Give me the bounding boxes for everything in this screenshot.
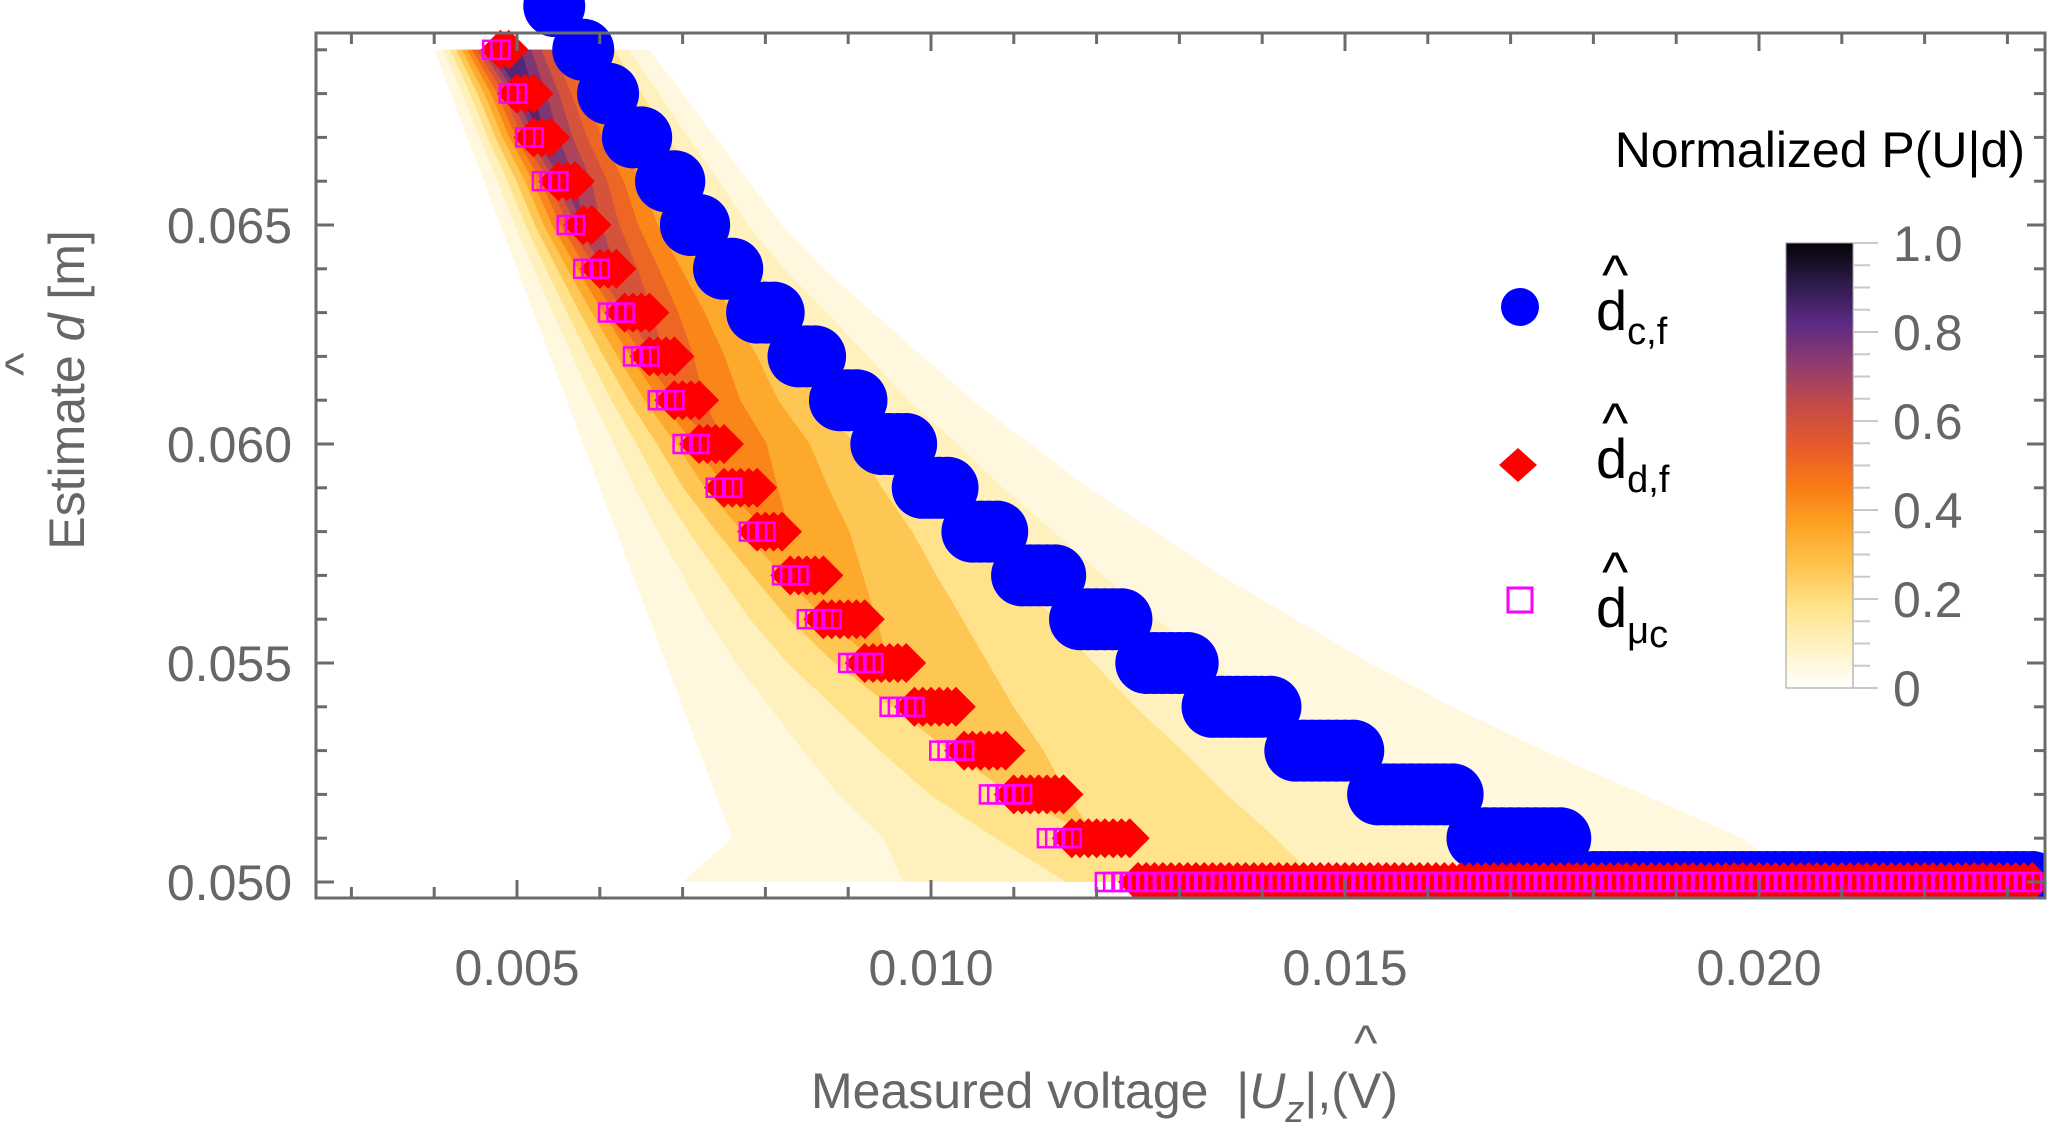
y-axis-label: Estimate d [m] ^ [0,230,95,550]
legend: dc,f ^ dd,f ^ dμc ^ [1499,243,1670,656]
y-axis-ticks [316,48,2045,884]
data-point-square [1061,827,1083,849]
colorbar-tick-label: 0 [1893,661,1921,717]
data-point-square [788,565,809,586]
data-point-diamond [1109,818,1150,859]
legend-circle-marker-icon [1501,288,1539,326]
y-axis-label-symbol: d [39,311,95,341]
series-circle [523,0,2045,898]
colorbar-gradient [1785,242,1854,689]
data-point-square [506,83,528,104]
data-point-circle [1529,807,1592,870]
svg-text:dμc: dμc [1596,576,1668,656]
legend-label-sub: c,f [1627,311,1668,353]
colorbar-tick-label: 0.6 [1893,394,1963,450]
legend-label-sub: μ [1627,610,1649,652]
colorbar-ticks [1853,242,1878,689]
x-axis-label-subscript: z [1284,1089,1304,1131]
x-axis-label-symbol: U [1249,1063,1286,1119]
x-axis-label-prefix: Measured voltage | [811,1063,1249,1119]
svg-text:dd,f: dd,f [1596,427,1670,501]
y-axis-label-hat: ^ [0,352,51,376]
x-tick-labels: 0.005 0.010 0.015 0.020 [454,940,1821,996]
data-point-square [953,740,975,761]
svg-text:dc,f: dc,f [1596,279,1668,353]
legend-hat-icon: ^ [1602,391,1628,454]
x-tick-label: 0.015 [1282,940,1407,996]
data-point-square [589,258,611,280]
y-tick-label: 0.060 [167,417,292,473]
legend-label-main: d [1596,576,1627,639]
data-point-diamond [803,555,844,596]
y-tick-label: 0.050 [167,855,292,911]
data-point-diamond [886,643,927,683]
data-point-square [614,302,635,323]
x-axis-label-suffix: |,(V) [1304,1063,1398,1119]
data-point-square [688,433,710,455]
data-point-diamond [935,686,976,727]
y-tick-label: 0.065 [167,198,292,254]
colorbar-tick-label: 0.4 [1893,483,1963,539]
data-point-square [722,477,743,499]
data-point-diamond [629,292,670,333]
data-point-diamond [1043,774,1084,815]
data-point-square [523,127,544,148]
legend-diamond-marker-icon [1499,448,1537,482]
y-axis-label-prefix: Estimate [39,341,95,549]
x-axis-label-hat: ^ [1354,1015,1378,1071]
legend-entry-dmuc: dμc ^ [1506,540,1668,656]
series-open-square [481,39,2043,893]
data-point-square [664,389,685,411]
legend-hat-icon: ^ [1602,540,1628,603]
legend-entry-dcf: dc,f ^ [1501,243,1668,353]
x-tick-label: 0.010 [868,940,993,996]
data-point-square [548,170,569,192]
y-tick-label: 0.055 [167,636,292,692]
legend-label-sub: d,f [1627,459,1670,501]
y-axis-label-suffix: [m] [39,230,95,313]
svg-text:Measured voltage |Uz|,(V): Measured voltage |Uz|,(V) [811,1063,1398,1131]
data-point-square [490,39,511,61]
colorbar-tick-label: 0.2 [1893,572,1963,628]
estimator-series [480,0,2045,898]
legend-hat-icon: ^ [1602,243,1628,306]
colorbar-title: Normalized P(U|d) [1615,122,2025,178]
x-axis-ticks [349,33,2009,898]
data-point-diamond [654,336,695,377]
y-tick-labels: 0.050 0.055 0.060 0.065 [167,198,292,911]
data-point-diamond [704,424,744,464]
legend-square-marker-icon [1506,586,1534,614]
x-tick-label: 0.020 [1696,940,1821,996]
data-point-square [821,608,842,630]
legend-label-subsub: c [1649,614,1668,656]
colorbar: 0 0.2 0.4 0.6 0.8 1.0 [1785,216,1963,717]
data-point-diamond [985,730,1026,771]
data-point-diamond [844,599,885,640]
colorbar-tick-label: 0.8 [1893,305,1963,361]
data-point-square [904,696,925,718]
data-point-diamond [679,380,720,421]
data-point-square [564,214,586,236]
x-axis-label: Measured voltage |Uz|,(V) ^ [811,1015,1398,1131]
heatmap-contour-band [491,49,545,138]
data-point-square [755,521,776,542]
data-point-square [639,346,660,367]
data-point-diamond [737,467,778,508]
data-point-diamond [2012,862,2045,898]
legend-label-main: d [1596,279,1627,342]
svg-text:Estimate d [m]: Estimate d [m] [39,230,95,550]
data-point-square [1011,784,1033,805]
x-tick-label: 0.005 [454,940,579,996]
legend-entry-ddf: dd,f ^ [1499,391,1670,501]
legend-label-main: d [1596,427,1627,490]
data-point-square [862,652,884,674]
colorbar-tick-label: 1.0 [1893,216,1963,272]
